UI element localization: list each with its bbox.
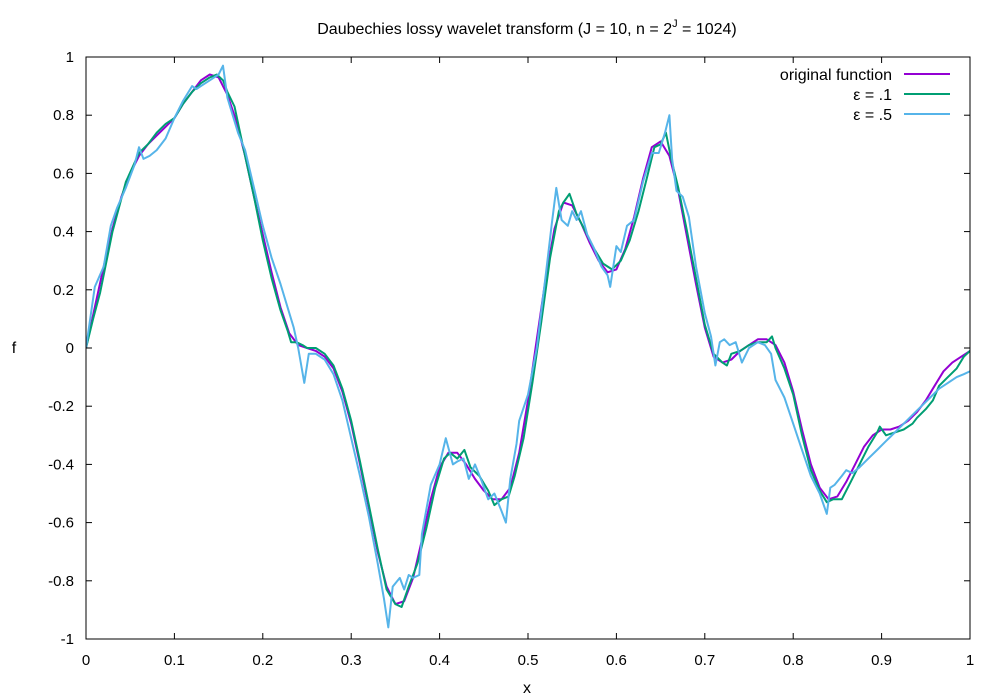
x-tick-label: 0.2	[252, 652, 273, 669]
x-tick-label: 0.3	[341, 652, 362, 669]
x-tick-label: 0.1	[164, 652, 185, 669]
y-tick-label: 0.4	[53, 224, 74, 241]
series-line-original-function	[86, 73, 970, 606]
y-axis-ticks: -1 -0.8 -0.6 -0.4 -0.2 0 0.2 0.4 0.6 0.8 1	[48, 49, 970, 648]
y-tick-label: 0	[66, 340, 74, 357]
x-tick-label: 0.9	[871, 652, 892, 669]
x-tick-label: 0	[82, 652, 90, 669]
x-tick-label: 0.8	[783, 652, 804, 669]
y-tick-label: 0.8	[53, 107, 74, 124]
plot-frame	[85, 56, 971, 640]
chart-title-tail: = 1024)	[678, 21, 737, 38]
y-tick-label: -0.6	[48, 515, 74, 532]
y-axis-label: f	[12, 340, 17, 357]
y-tick-label: -1	[61, 631, 74, 648]
chart-title-sup: J	[672, 18, 678, 30]
y-tick-label: -0.4	[48, 456, 74, 473]
y-tick-label: -0.2	[48, 398, 74, 415]
chart-title-main: Daubechies lossy wavelet transform (J = …	[317, 21, 672, 38]
x-tick-label: 0.5	[518, 652, 539, 669]
y-tick-label: 0.2	[53, 282, 74, 299]
y-tick-label: -0.8	[48, 573, 74, 590]
x-tick-label: 1	[966, 652, 974, 669]
legend-label-epsilon-0-1: ε = .1	[853, 87, 892, 104]
x-tick-label: 0.4	[429, 652, 450, 669]
chart-title: Daubechies lossy wavelet transform (J = …	[317, 18, 737, 38]
legend-label-epsilon-0-5: ε = .5	[853, 107, 892, 124]
series-line-epsilon-0-5	[86, 64, 970, 629]
series-line-epsilon-0-1	[86, 73, 970, 608]
y-tick-label: 0.6	[53, 165, 74, 182]
y-tick-label: 1	[66, 49, 74, 66]
x-tick-label: 0.6	[606, 652, 627, 669]
x-axis-ticks: 0 0.1 0.2 0.3 0.4 0.5 0.6 0.7 0.8 0.9 1	[82, 57, 974, 669]
series-layer	[86, 64, 970, 629]
x-axis-label: x	[523, 680, 531, 697]
legend: original function ε = .1 ε = .5	[780, 67, 950, 124]
legend-label-original-function: original function	[780, 67, 892, 84]
x-tick-label: 0.7	[694, 652, 715, 669]
